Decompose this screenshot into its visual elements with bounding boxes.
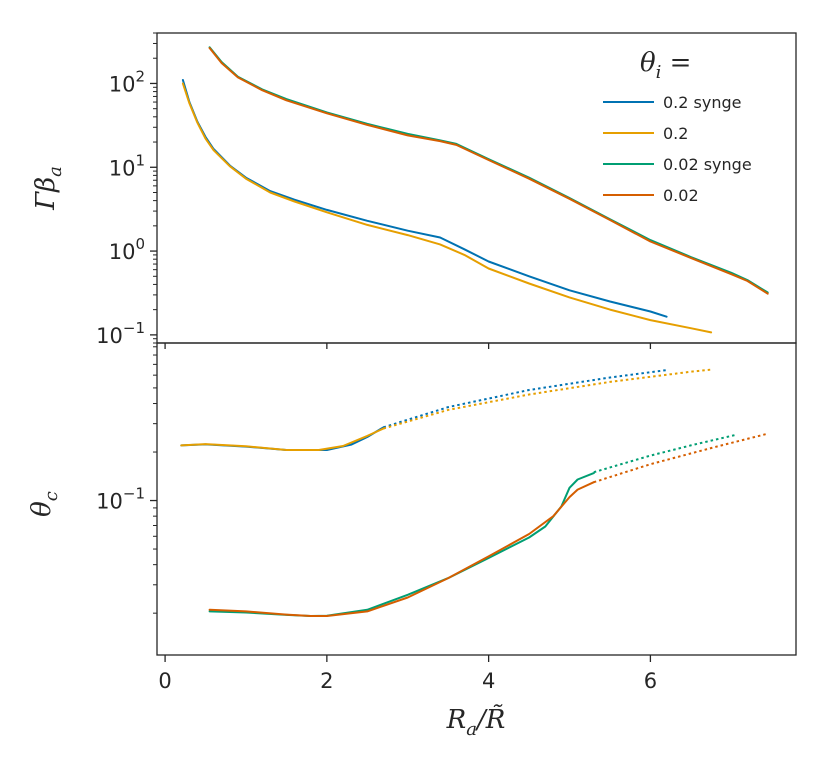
bottom-x-ticks: 0 2 4 6	[158, 655, 657, 693]
x-tick-label: 2	[320, 669, 333, 693]
legend-title: θi =	[640, 48, 691, 83]
legend-label-0-02-synge: 0.02 synge	[663, 155, 752, 174]
bottom-panel: 10−1 0 2 4 6 θc Ra/R̃	[27, 342, 797, 740]
series-line-bottom-0-2-synge-dotted	[383, 369, 667, 429]
top-series-lines	[164, 46, 769, 349]
series-line-bottom-0-2-synge	[180, 426, 385, 451]
bottom-y-ticks: 10−1	[96, 346, 157, 614]
y-tick-label-top: 10−1	[96, 319, 145, 348]
x-axis-label: Ra/R̃	[446, 704, 506, 740]
legend-label-0-2: 0.2	[663, 124, 688, 143]
series-line-top-0-2-synge	[181, 79, 668, 318]
bottom-axes-frame	[156, 342, 797, 656]
y-tick-label-bottom: 10−1	[96, 485, 145, 514]
series-line-bottom-0-02	[208, 481, 595, 617]
legend-label-0-02: 0.02	[663, 186, 699, 205]
series-line-bottom-0-02-synge	[208, 472, 595, 617]
legend-label-0-2-synge: 0.2 synge	[663, 93, 741, 112]
series-line-bottom-0-2-dotted	[383, 368, 712, 430]
series-line-bottom-0-02-synge-dotted	[593, 434, 736, 474]
top-y-axis-label: Γβa	[31, 166, 66, 211]
bottom-y-axis-label: θc	[27, 491, 62, 517]
y-tick-label-top: 100	[109, 235, 145, 264]
x-tick-label: 4	[482, 669, 495, 693]
y-tick-label-top: 102	[109, 67, 145, 96]
top-panel: 102 101 100 10−1 Γβa θi = 0.2 synge 0.2 0.02 …	[31, 32, 797, 349]
series-line-bottom-0-02-dotted	[593, 432, 768, 484]
top-axes-frame	[156, 32, 797, 344]
series-line-top-0-02	[208, 47, 769, 295]
series-line-top-0-2	[181, 82, 713, 334]
series-line-bottom-0-2	[180, 427, 385, 451]
legend: θi = 0.2 synge 0.2 0.02 synge 0.02	[603, 48, 752, 205]
x-tick-label: 6	[644, 669, 657, 693]
y-tick-label-top: 101	[109, 151, 145, 180]
x-tick-label: 0	[158, 669, 171, 693]
bottom-series-lines	[180, 368, 768, 617]
top-y-ticks: 102 101 100 10−1	[96, 32, 157, 348]
